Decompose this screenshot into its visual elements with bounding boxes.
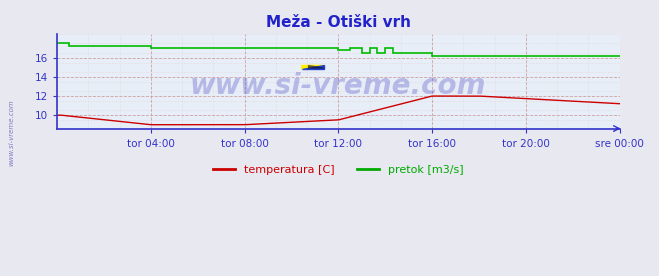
Legend: temperatura [C], pretok [m3/s]: temperatura [C], pretok [m3/s] — [208, 160, 468, 179]
Polygon shape — [302, 65, 324, 69]
Text: www.si-vreme.com: www.si-vreme.com — [8, 99, 14, 166]
Title: Meža - Otiški vrh: Meža - Otiški vrh — [266, 15, 411, 30]
Polygon shape — [302, 65, 324, 69]
Text: www.si-vreme.com: www.si-vreme.com — [190, 73, 486, 100]
Polygon shape — [308, 65, 324, 68]
